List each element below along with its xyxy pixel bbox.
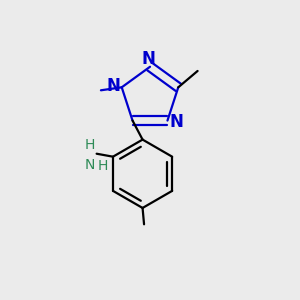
Text: H: H: [85, 138, 95, 152]
Text: N: N: [106, 77, 120, 95]
Text: N: N: [169, 113, 183, 131]
Text: H: H: [98, 159, 108, 173]
Text: N: N: [85, 158, 95, 172]
Text: N: N: [142, 50, 155, 68]
